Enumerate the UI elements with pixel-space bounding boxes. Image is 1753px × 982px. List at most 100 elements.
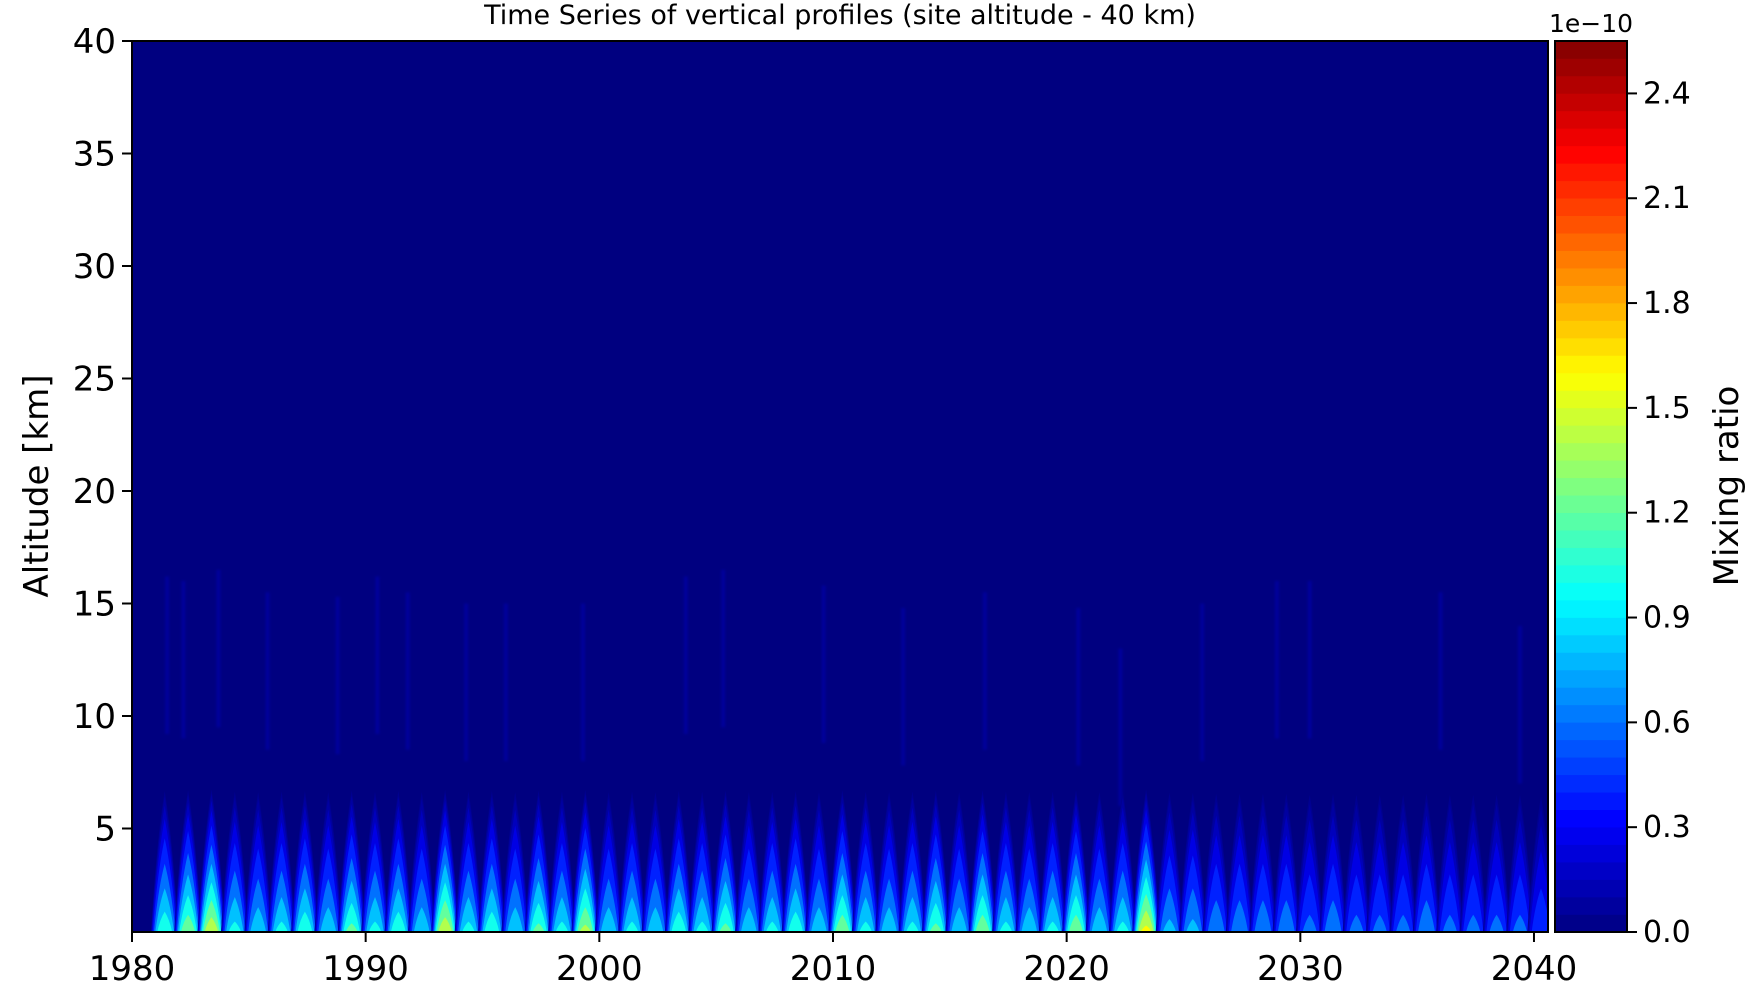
heatmap-contour xyxy=(1442,914,1458,932)
heatmap-contour xyxy=(438,917,452,932)
heatmap-contour xyxy=(1067,895,1085,932)
heatmap-streak xyxy=(821,585,826,743)
heatmap-plume xyxy=(221,791,249,932)
colorbar-band xyxy=(1555,494,1627,514)
x-tick-label: 1990 xyxy=(322,949,409,982)
colorbar-axis: 0.0 0.3 0.6 0.9 1.2 1.5 1.8 2.1 2.4 xyxy=(1627,76,1691,950)
colorbar-band xyxy=(1555,477,1627,496)
colorbar-tick-label: 0.3 xyxy=(1643,810,1691,845)
heatmap-plume xyxy=(454,791,483,932)
heatmap-plume xyxy=(992,791,1020,932)
heatmap-contour xyxy=(719,923,732,932)
heatmap-contour xyxy=(927,902,945,932)
colorbar-tick-label: 0.6 xyxy=(1643,705,1691,740)
heatmap-contour xyxy=(738,878,759,932)
x-tick-label: 2010 xyxy=(790,949,877,982)
heatmap-contour xyxy=(345,923,358,932)
heatmap-contour xyxy=(973,895,992,932)
heatmap-plume xyxy=(361,791,389,932)
colorbar-band xyxy=(1555,599,1627,618)
heatmap-contour xyxy=(368,921,382,932)
heatmap-contour xyxy=(1486,874,1507,932)
colorbar-band xyxy=(1555,320,1627,339)
heatmap-plume xyxy=(571,790,600,932)
heatmap-plume xyxy=(478,791,506,932)
heatmap-contour xyxy=(695,921,709,932)
colorbar-tick-label: 2.1 xyxy=(1643,181,1691,216)
heatmap-contour xyxy=(505,878,526,932)
colorbar-band xyxy=(1555,774,1627,793)
heatmap-contour xyxy=(623,896,641,932)
colorbar-tick-label: 2.4 xyxy=(1643,76,1691,111)
heatmap-plume xyxy=(1015,792,1044,932)
colorbar-band xyxy=(1555,861,1627,880)
heatmap-streak xyxy=(580,603,585,761)
y-axis: 5 10 15 20 25 30 35 40 xyxy=(73,22,132,850)
heatmap-contour xyxy=(180,914,196,932)
colorbar-band xyxy=(1555,809,1627,828)
heatmap-contour xyxy=(693,896,711,932)
heatmap-contour xyxy=(226,896,244,932)
heatmap-layer xyxy=(150,569,1548,932)
heatmap-contour xyxy=(788,911,804,932)
heatmap-plume xyxy=(548,791,576,932)
heatmap-contour xyxy=(1207,900,1225,932)
heatmap-contour xyxy=(1395,914,1411,932)
heatmap-streak xyxy=(181,581,186,739)
colorbar-band xyxy=(1555,285,1627,304)
heatmap-contour xyxy=(1205,863,1227,932)
colorbar-band xyxy=(1555,669,1627,688)
heatmap-contour xyxy=(1089,878,1110,932)
heatmap-plume xyxy=(1132,789,1160,932)
heatmap-streak xyxy=(216,569,221,728)
heatmap-plume xyxy=(407,792,436,932)
heatmap-plume xyxy=(664,791,693,932)
heatmap-contour xyxy=(411,878,432,932)
heatmap-contour xyxy=(763,896,781,932)
heatmap-contour xyxy=(949,878,970,932)
heatmap-plume xyxy=(805,792,833,932)
x-tick-label: 2040 xyxy=(1491,949,1578,982)
heatmap-contour xyxy=(975,914,990,932)
y-tick-label: 40 xyxy=(73,22,116,62)
heatmap-contour xyxy=(1046,921,1059,932)
heatmap-plume xyxy=(1389,794,1417,932)
heatmap-plume xyxy=(337,790,366,932)
heatmap-streak xyxy=(405,592,410,750)
heatmap-contour xyxy=(1138,910,1154,932)
colorbar-band xyxy=(1555,425,1627,444)
heatmap-contour xyxy=(295,888,315,932)
heatmap-contour xyxy=(413,907,430,932)
heatmap-background xyxy=(132,41,1548,932)
colorbar-band xyxy=(1555,896,1627,915)
heatmap-contour xyxy=(811,907,827,932)
heatmap-contour xyxy=(1021,907,1038,932)
x-tick-label: 2020 xyxy=(1023,949,1110,982)
heatmap-contour xyxy=(1299,874,1320,932)
colorbar-band xyxy=(1555,407,1627,426)
heatmap-contour xyxy=(1252,863,1274,932)
heatmap-contour xyxy=(1043,896,1062,932)
heatmap-contour xyxy=(1254,900,1272,932)
heatmap-contour xyxy=(366,896,384,932)
colorbar-frame xyxy=(1554,40,1628,933)
heatmap-contour xyxy=(275,921,288,932)
colorbar-band xyxy=(1555,791,1627,811)
heatmap-contour xyxy=(1160,888,1179,932)
heatmap-plume xyxy=(267,791,296,932)
colorbar-band xyxy=(1555,564,1627,583)
colorbar-bands xyxy=(1555,40,1627,933)
heatmap-plume xyxy=(1249,793,1277,932)
heatmap-plume xyxy=(384,791,413,932)
heatmap-contour xyxy=(1231,900,1249,932)
colorbar-band xyxy=(1555,180,1627,199)
colorbar-band xyxy=(1555,250,1627,269)
heatmap-plume xyxy=(758,791,787,932)
heatmap-plume xyxy=(1459,794,1487,932)
heatmap-contour xyxy=(929,923,942,932)
heatmap-contour xyxy=(297,911,313,932)
heatmap-contour xyxy=(1349,914,1364,932)
heatmap-contour xyxy=(1466,914,1481,932)
heatmap-plume xyxy=(1482,794,1511,932)
heatmap-streak xyxy=(335,596,340,755)
